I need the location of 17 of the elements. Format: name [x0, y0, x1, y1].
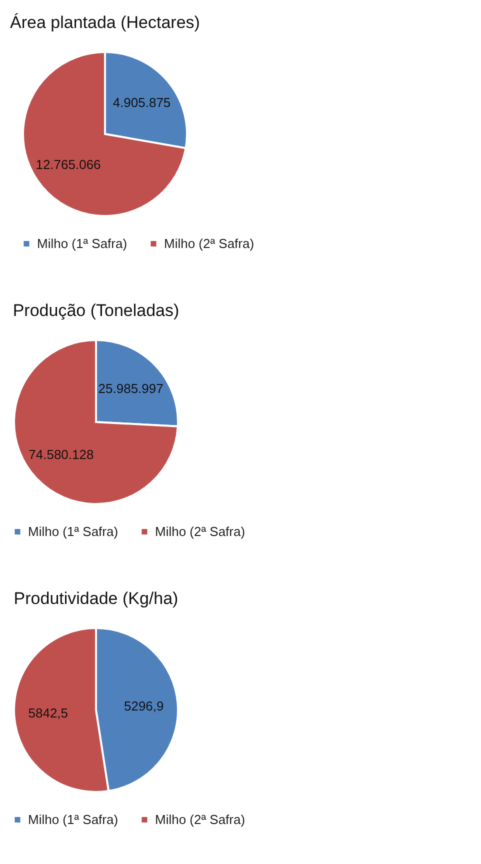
- data-label: 74.580.128: [28, 447, 94, 462]
- pie-slice: [22, 51, 187, 217]
- data-label: 5842,5: [28, 706, 68, 721]
- data-label: 5296,9: [124, 698, 164, 714]
- legend-label: Milho (1ª Safra): [28, 524, 118, 539]
- legend-label: Milho (1ª Safra): [28, 812, 118, 827]
- chart-title: Área plantada (Hectares): [10, 13, 200, 32]
- legend-label: Milho (1ª Safra): [37, 236, 128, 251]
- data-label: 12.765.066: [36, 156, 101, 172]
- data-label: 25.985.997: [98, 380, 164, 396]
- legend-label: Milho (2ª Safra): [155, 812, 246, 827]
- legend-label: Milho (2ª Safra): [155, 524, 246, 539]
- data-label: 4.905.875: [112, 95, 171, 110]
- legend-label: Milho (2ª Safra): [164, 236, 254, 251]
- chart-title: Produtividade (Kg/ha): [14, 589, 178, 608]
- pie-slice: [13, 339, 179, 505]
- chart-title: Produção (Toneladas): [12, 301, 180, 320]
